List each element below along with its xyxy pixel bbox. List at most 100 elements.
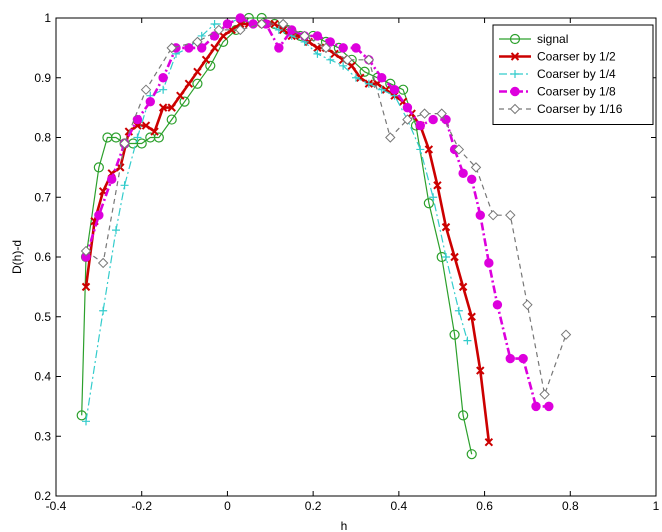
data-point — [484, 258, 494, 268]
series-line — [81, 17, 473, 455]
legend-marker — [511, 70, 519, 78]
legend-label: Coarser by 1/16 — [537, 102, 623, 116]
x-tick-label: 0 — [224, 499, 231, 513]
data-point — [377, 73, 387, 83]
data-point — [342, 54, 353, 66]
data-point — [325, 37, 335, 47]
data-point — [93, 162, 104, 173]
data-point — [167, 103, 176, 112]
data-point — [192, 36, 203, 48]
data-point — [82, 417, 90, 426]
data-point — [141, 121, 151, 130]
data-point — [218, 31, 228, 41]
data-point — [351, 43, 361, 53]
data-point — [166, 114, 177, 125]
legend-label: Coarser by 1/8 — [537, 85, 616, 99]
data-point — [466, 449, 477, 460]
data-point — [389, 85, 400, 95]
data-point — [133, 133, 142, 142]
y-tick-label: 0.5 — [34, 310, 51, 324]
data-point — [381, 85, 391, 94]
data-point — [441, 222, 451, 232]
data-point — [210, 43, 219, 53]
data-point — [363, 54, 375, 66]
data-point — [531, 401, 541, 412]
data-point — [120, 181, 129, 190]
data-point — [454, 306, 463, 315]
data-point — [94, 210, 104, 220]
data-point — [424, 145, 434, 154]
legend: signal Coarser by 1/2 Coarser by 1/4 Coarse… — [492, 24, 654, 125]
data-point — [450, 252, 459, 262]
data-point — [352, 73, 360, 82]
legend-entry: Coarser by 1/4 — [499, 67, 616, 81]
data-point — [213, 24, 225, 36]
data-point — [97, 257, 109, 269]
data-point — [347, 61, 356, 71]
data-point — [463, 336, 472, 345]
y-axis-label: D(h)-d — [10, 240, 24, 274]
y-tick-label: 0.2 — [34, 489, 51, 503]
series-5 — [80, 18, 572, 400]
data-point — [179, 96, 190, 107]
y-tick-label: 0.6 — [34, 250, 51, 264]
data-point — [385, 132, 396, 143]
data-point — [429, 193, 438, 202]
data-point — [193, 67, 202, 76]
data-point — [159, 85, 168, 94]
data-point — [467, 312, 476, 321]
data-point — [518, 353, 528, 364]
data-point — [112, 226, 120, 235]
data-point — [176, 91, 185, 100]
data-point — [539, 389, 550, 400]
data-point — [475, 210, 485, 220]
data-point — [458, 168, 468, 179]
data-point — [153, 132, 164, 143]
data-point — [313, 49, 322, 58]
legend-entry: Coarser by 1/16 — [499, 102, 623, 116]
data-point — [81, 282, 91, 292]
data-point — [467, 174, 477, 185]
ticks-layer: -0.4 -0.2 0 0.2 0.4 0.6 0.8 1 0.2 0.3 0.4 0.5 0.6 0.7… — [34, 11, 659, 513]
y-tick-label: 0.3 — [34, 429, 51, 443]
legend-marker — [509, 33, 521, 45]
data-point — [492, 300, 503, 310]
data-point — [210, 19, 219, 28]
data-point — [470, 162, 482, 173]
data-point — [428, 114, 438, 125]
data-point — [184, 79, 194, 88]
data-point — [277, 18, 289, 30]
data-point — [442, 253, 450, 261]
x-tick-label: 1 — [653, 499, 660, 513]
x-tick-label: -0.4 — [46, 499, 67, 513]
data-point — [453, 144, 465, 155]
data-point — [166, 42, 177, 54]
y-tick-label: 0.4 — [34, 370, 51, 384]
data-point — [356, 73, 365, 82]
data-point — [364, 79, 373, 88]
data-point — [145, 96, 155, 107]
data-point — [338, 43, 348, 53]
x-tick-label: 0.6 — [476, 499, 493, 513]
legend-marker — [510, 86, 520, 97]
data-point — [99, 306, 108, 315]
data-point — [505, 209, 516, 221]
legend-box — [492, 24, 654, 125]
data-point — [522, 299, 533, 311]
data-point — [140, 84, 152, 95]
x-tick-label: 0.2 — [305, 499, 322, 513]
series-layer — [76, 12, 572, 460]
data-point — [484, 438, 494, 447]
data-point — [433, 181, 442, 190]
data-point — [313, 43, 322, 53]
data-point — [119, 138, 130, 149]
data-point — [197, 43, 207, 53]
x-tick-label: 0.8 — [562, 499, 579, 513]
data-point — [222, 19, 233, 29]
data-point — [80, 245, 92, 257]
data-point — [458, 282, 468, 292]
data-point — [419, 108, 430, 119]
data-point — [415, 120, 425, 131]
